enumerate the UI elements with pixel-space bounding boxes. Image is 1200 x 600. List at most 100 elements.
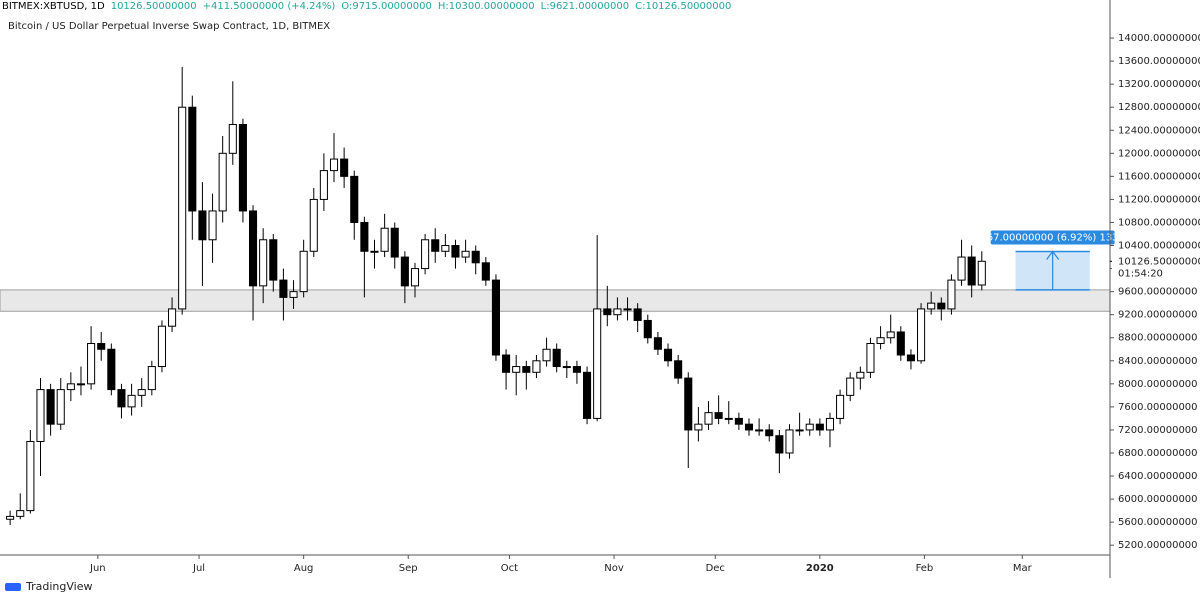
y-tick-label: 12800.00000000 [1118,102,1200,113]
y-tick-label: 5600.00000000 [1118,517,1198,528]
candle-body [16,510,25,517]
candle-body [137,389,146,396]
candle-body [26,440,35,512]
candle-body [127,394,136,408]
candle-body [340,158,349,177]
candle-body [714,412,723,419]
candle-body [825,417,835,431]
candle-body [886,331,895,339]
candle-body [97,342,106,350]
y-tick-label: 13600.00000000 [1118,56,1200,67]
candle-body [117,389,126,408]
candle-body [937,302,946,310]
candle-body [502,354,511,373]
candle-body [259,239,268,287]
candle-body [613,308,622,316]
candle-body [957,256,966,281]
candle-body [866,342,875,373]
candle-body [107,348,116,391]
candle-body [795,429,804,432]
candle-body [572,366,581,373]
y-tick-label: 8400.00000000 [1118,356,1198,367]
candle-body [168,308,177,327]
x-tick-label: 2020 [806,563,834,574]
measure-label: 667.00000000 (6.92%) 1334 [980,232,1125,243]
candle-body [218,152,227,212]
candle-body [876,337,885,344]
candle-body [76,383,86,386]
y-tick-label: 6400.00000000 [1118,471,1198,482]
candle-body [805,423,814,431]
candle-body [481,262,490,281]
candle-body [917,308,926,362]
brand: TradingView [26,580,93,593]
candle-body [674,360,683,379]
candle-body [370,250,379,253]
candle-body [643,319,652,339]
candle-body [198,210,207,241]
candle-body [542,348,551,362]
candle-body [380,227,389,252]
candle-body [431,239,440,252]
x-tick-label: Aug [294,563,314,574]
logo [5,582,21,591]
candle-body [441,245,450,252]
measure-label-box [990,230,1115,245]
y-tick-label: 9200.00000000 [1118,310,1198,321]
candle-body [329,158,339,172]
candle-body [785,429,794,454]
candle-body [633,308,642,321]
header: BITMEX:XBTUSD, 1D 10126.50000000 +411.50… [2,0,731,14]
candle-body [836,394,845,419]
candle-body [744,423,754,431]
candle-body [350,175,359,223]
x-tick-label: Feb [916,563,934,574]
candle-body [299,250,308,293]
candle-body [856,371,865,379]
zones: 667.00000000 (6.92%) 1334 [0,230,1125,312]
y-tick-label: 12000.00000000 [1118,148,1200,159]
y-tick-label: 14000.00000000 [1118,33,1200,44]
candle-body [815,423,824,431]
close: C:10126.50000000 [635,1,732,12]
candle-body [451,245,460,258]
footer: TradingView [4,580,92,593]
candle-body [522,366,531,373]
candle-body [147,366,156,391]
candle-body [846,377,855,396]
candle-body [967,256,976,286]
countdown: 01:54:20 [1118,268,1163,279]
price: 10126.50000000 [110,1,197,12]
y-tick-label: 6800.00000000 [1118,448,1198,459]
candle-body [532,360,541,373]
y-tick-label: 11200.00000000 [1118,194,1200,205]
candle-body [906,354,915,362]
y-tick-label: 5200.00000000 [1118,540,1198,551]
candle-body [684,377,693,431]
candle-body [552,348,561,368]
candle-body [623,308,632,311]
x-tick-label: Nov [604,563,624,574]
candle-body [46,389,55,425]
candle-body [724,417,733,420]
y-tick-label: 7600.00000000 [1118,402,1198,413]
candle-body [360,221,369,252]
candle-body [734,417,743,425]
candle-body [248,210,258,287]
candle-body [461,250,470,258]
candle-body [410,268,420,287]
candle-body [238,123,247,212]
candle-body [390,227,399,258]
y-tick-label: 11600.00000000 [1118,171,1200,182]
y-tick-label: 8000.00000000 [1118,379,1198,390]
y-tick-label: 10800.00000000 [1118,217,1200,228]
measure-arrow [1046,250,1060,290]
candle-body [319,170,328,200]
candle-body [512,366,521,373]
candle-body [157,325,166,368]
candle-body [309,198,318,252]
candle-body [269,239,278,281]
candle-body [603,308,612,316]
